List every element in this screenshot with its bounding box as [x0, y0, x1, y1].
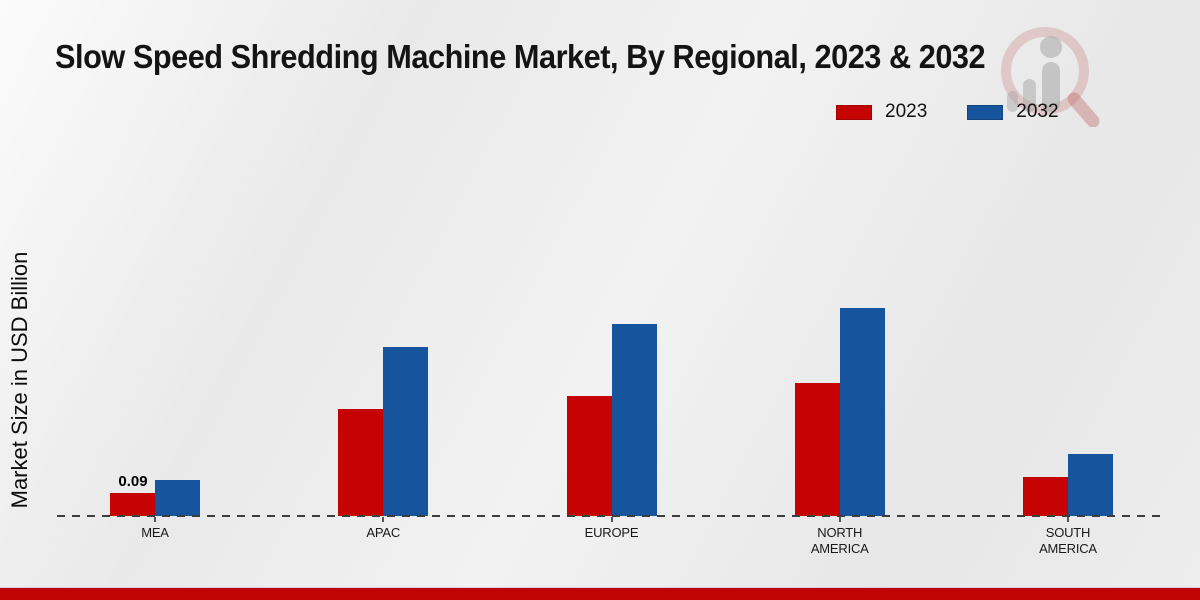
bar-north-america-2023	[794, 383, 840, 516]
bar-south-america-2032	[1068, 453, 1113, 516]
person-body-bar	[1042, 62, 1060, 112]
x-axis-label-mea: MEA	[141, 525, 169, 540]
bar-south-america-2023	[1023, 477, 1068, 516]
legend-item-2032: 2032	[967, 101, 1059, 123]
y-axis-title: Market Size in USD Billion	[7, 251, 32, 509]
legend-label-2023: 2023	[885, 101, 928, 122]
watermark-logo	[995, 25, 1101, 128]
bar-mea-2032	[155, 479, 200, 516]
person-head	[1040, 36, 1062, 58]
legend: 2023 2032	[836, 101, 1059, 123]
x-axis-label-south-america: SOUTH AMERICA	[1039, 525, 1097, 556]
x-axis-line	[57, 515, 1163, 517]
x-axis-tick	[610, 517, 613, 522]
legend-swatch-2023	[836, 104, 872, 120]
bar-europe-2032	[611, 323, 657, 516]
magnifier-ring	[1001, 27, 1089, 115]
x-axis-tick	[1067, 517, 1069, 522]
x-axis-label-apac: APAC	[366, 525, 401, 540]
bar-mea-2023	[110, 492, 155, 516]
legend-label-2032: 2032	[1016, 101, 1059, 122]
bar-apac-2032	[383, 347, 429, 516]
bar-europe-2023	[566, 396, 612, 516]
x-axis-tick	[838, 517, 841, 522]
x-axis-label-europe: EUROPE	[584, 525, 639, 540]
x-axis-tick	[382, 517, 385, 522]
chart-bar-medium	[1023, 79, 1036, 112]
x-axis-label-north-america: NORTH AMERICA	[810, 525, 869, 556]
x-axis-tick	[154, 517, 156, 522]
footer-bar	[0, 587, 1200, 600]
bar-value-label: 0.09	[118, 472, 148, 490]
chart-bar-small	[1007, 91, 1018, 112]
legend-item-2023: 2023	[836, 101, 927, 123]
bar-apac-2023	[338, 409, 384, 516]
magnifier-handle	[1067, 92, 1100, 128]
legend-swatch-2032	[967, 104, 1004, 120]
chart-title: Slow Speed Shredding Machine Market, By …	[55, 38, 986, 75]
bar-north-america-2032	[839, 308, 885, 516]
magnifier-logo-icon	[1001, 27, 1100, 128]
